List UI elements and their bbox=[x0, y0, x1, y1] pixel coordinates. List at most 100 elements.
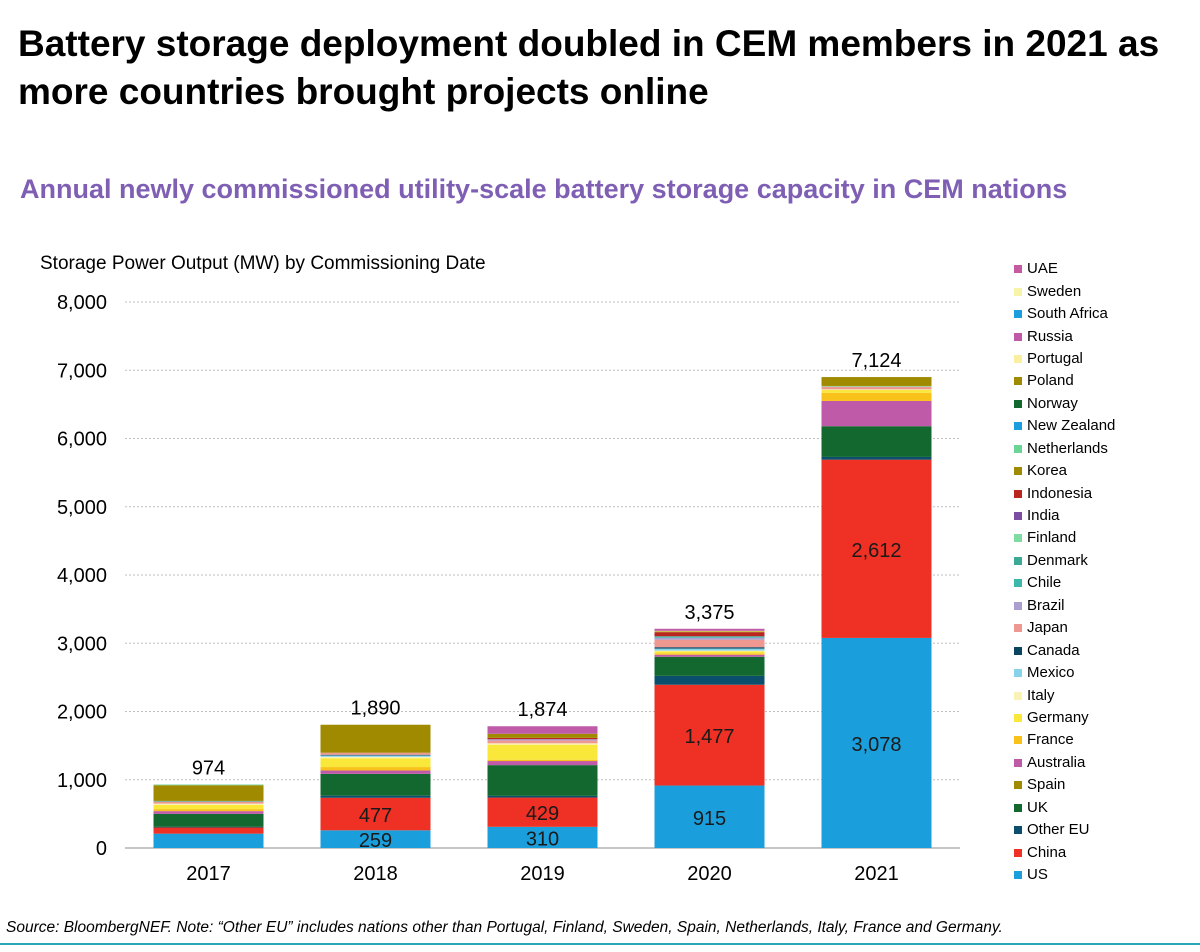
legend-item-south-africa: South Africa bbox=[1014, 303, 1194, 325]
legend-label: UK bbox=[1027, 798, 1048, 816]
legend-label: Netherlands bbox=[1027, 439, 1108, 457]
bar-segment-italy-2020 bbox=[654, 650, 765, 652]
legend-label: Russia bbox=[1027, 327, 1073, 345]
bar-segment-russia-2019 bbox=[487, 726, 598, 734]
bar-segment-chile-2017 bbox=[153, 800, 264, 802]
bar-segment-indonesia-2019 bbox=[487, 737, 598, 740]
legend-swatch bbox=[1014, 601, 1022, 610]
chart-subtitle: Annual newly commissioned utility-scale … bbox=[20, 174, 1068, 204]
legend-swatch bbox=[1014, 287, 1022, 296]
legend-label: Germany bbox=[1027, 708, 1089, 726]
total-label-2019: 1,874 bbox=[517, 699, 567, 721]
bar-segment-canada-2020 bbox=[654, 647, 765, 649]
legend-item-chile: Chile bbox=[1014, 572, 1194, 594]
legend-swatch bbox=[1014, 310, 1022, 319]
legend-item-indonesia: Indonesia bbox=[1014, 482, 1194, 504]
bar-segment-us-2020 bbox=[654, 785, 765, 848]
legend-label: Poland bbox=[1027, 372, 1074, 390]
legend-swatch bbox=[1014, 579, 1022, 588]
legend-item-us: US bbox=[1014, 864, 1194, 886]
bar-segment-italy-2019 bbox=[487, 743, 598, 745]
bar-segment-us-2019 bbox=[487, 826, 598, 848]
bar-segment-uk-2020 bbox=[654, 656, 765, 676]
legend-swatch bbox=[1014, 758, 1022, 767]
y-tick-label: 3,000 bbox=[57, 633, 107, 655]
legend-item-korea: Korea bbox=[1014, 460, 1194, 482]
x-tick-label-2019: 2019 bbox=[520, 863, 565, 885]
bar-segment-portugal-2020 bbox=[654, 630, 765, 632]
legend-label: Sweden bbox=[1027, 282, 1082, 300]
legend-swatch bbox=[1014, 691, 1022, 700]
legend-label: Portugal bbox=[1027, 349, 1083, 367]
data-label-us-2020: 915 bbox=[693, 808, 726, 830]
bar-segment-canada-2018 bbox=[320, 754, 431, 756]
bar-segment-china-2020 bbox=[654, 684, 765, 786]
legend-label: Chile bbox=[1027, 574, 1062, 592]
bar-segment-mexico-2020 bbox=[654, 648, 765, 651]
bar-segment-japan-2020 bbox=[654, 639, 765, 648]
x-tick-label-2017: 2017 bbox=[186, 863, 231, 885]
legend-item-india: India bbox=[1014, 505, 1194, 527]
legend-swatch bbox=[1014, 399, 1022, 408]
bar-segment-uk-2018 bbox=[320, 773, 431, 796]
legend-label: Denmark bbox=[1027, 551, 1088, 569]
bar-segment-russia-2020 bbox=[654, 628, 765, 631]
legend-item-sweden: Sweden bbox=[1014, 280, 1194, 302]
y-tick-label: 6,000 bbox=[57, 429, 107, 451]
legend-item-other-eu: Other EU bbox=[1014, 819, 1194, 841]
legend-swatch bbox=[1014, 534, 1022, 543]
legend-swatch bbox=[1014, 265, 1022, 274]
bar-segment-uk-2021 bbox=[821, 426, 932, 457]
legend-item-japan: Japan bbox=[1014, 617, 1194, 639]
total-label-2017: 974 bbox=[192, 758, 225, 780]
legend-label: Indonesia bbox=[1027, 484, 1093, 502]
legend-item-finland: Finland bbox=[1014, 527, 1194, 549]
bar-segment-brazil-2020 bbox=[654, 637, 765, 640]
data-label-china-2018: 477 bbox=[359, 805, 392, 827]
legend-swatch bbox=[1014, 444, 1022, 453]
legend-item-uk: UK bbox=[1014, 797, 1194, 819]
bar-segment-italy-2017 bbox=[153, 803, 264, 806]
total-label-2020: 3,375 bbox=[684, 602, 734, 624]
legend-swatch bbox=[1014, 646, 1022, 655]
legend-item-china: China bbox=[1014, 841, 1194, 863]
bar-segment-other-eu-2017 bbox=[153, 826, 264, 828]
y-tick-label: 5,000 bbox=[57, 497, 107, 519]
bar-segment-korea-2020 bbox=[654, 631, 765, 633]
legend-item-australia: Australia bbox=[1014, 752, 1194, 774]
total-label-2021: 7,124 bbox=[851, 350, 901, 372]
legend-item-poland: Poland bbox=[1014, 370, 1194, 392]
bar-segment-mexico-2018 bbox=[320, 755, 431, 757]
data-label-us-2019: 310 bbox=[526, 828, 559, 850]
legend-swatch bbox=[1014, 826, 1022, 835]
legend-label: Korea bbox=[1027, 462, 1068, 480]
bar-segment-france-2020 bbox=[654, 653, 765, 655]
bar-segment-japan-2019 bbox=[487, 740, 598, 744]
bar-segment-australia-2019 bbox=[487, 761, 598, 766]
x-tick-label-2018: 2018 bbox=[353, 863, 398, 885]
legend-item-denmark: Denmark bbox=[1014, 550, 1194, 572]
legend-label: Spain bbox=[1027, 776, 1066, 794]
bar-segment-us-2021 bbox=[821, 637, 932, 848]
legend-swatch bbox=[1014, 803, 1022, 812]
legend-swatch bbox=[1014, 781, 1022, 790]
bar-segment-korea-2017 bbox=[153, 785, 264, 801]
bar-segment-germany-2021 bbox=[821, 390, 932, 393]
data-label-china-2021: 2,612 bbox=[851, 540, 901, 562]
bar-segment-australia-2017 bbox=[153, 811, 264, 814]
data-label-us-2021: 3,078 bbox=[851, 734, 901, 756]
legend-swatch bbox=[1014, 377, 1022, 386]
bar-segment-italy-2018 bbox=[320, 756, 431, 759]
bar-segment-australia-2021 bbox=[821, 400, 932, 427]
legend-item-russia: Russia bbox=[1014, 325, 1194, 347]
bar-segment-australia-2018 bbox=[320, 770, 431, 774]
legend-label: Italy bbox=[1027, 686, 1055, 704]
legend-swatch bbox=[1014, 512, 1022, 521]
legend-swatch bbox=[1014, 489, 1022, 498]
legend-swatch bbox=[1014, 669, 1022, 678]
legend-swatch bbox=[1014, 848, 1022, 857]
y-axis-title: Storage Power Output (MW) by Commissioni… bbox=[40, 253, 486, 274]
bar-segment-japan-2018 bbox=[320, 752, 431, 755]
legend-label: India bbox=[1027, 507, 1060, 525]
